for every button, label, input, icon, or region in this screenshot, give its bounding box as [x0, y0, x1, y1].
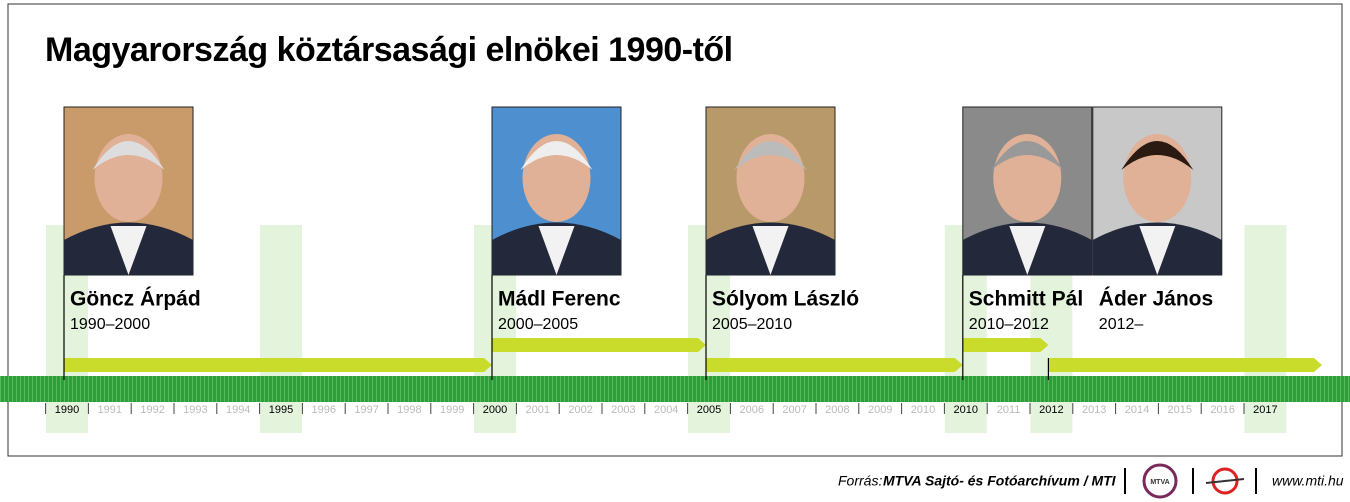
- year-label: 1993: [183, 404, 207, 416]
- president-name: Göncz Árpád: [70, 288, 201, 311]
- year-label: 2006: [740, 404, 764, 416]
- portrait-collar: [1139, 226, 1176, 275]
- president-name: Schmitt Pál: [969, 288, 1083, 311]
- timeline-band: [0, 376, 1350, 402]
- portrait: [491, 106, 622, 276]
- portrait-hair: [520, 141, 593, 170]
- portrait: [1092, 106, 1223, 276]
- president-term: 2012–: [1099, 316, 1144, 333]
- president-term: 2005–2010: [712, 316, 792, 333]
- year-label: 2003: [611, 404, 635, 416]
- portrait-collar: [538, 226, 575, 275]
- year-label: 1995: [269, 404, 293, 416]
- portrait-hair: [991, 141, 1064, 170]
- portrait-collar: [110, 226, 147, 275]
- year-label: 1997: [354, 404, 378, 416]
- portrait: [63, 106, 194, 276]
- portrait: [962, 106, 1093, 276]
- portrait-hair: [734, 141, 807, 170]
- year-label: 2001: [526, 404, 550, 416]
- year-label: 2002: [568, 404, 592, 416]
- year-label: 2007: [782, 404, 806, 416]
- portrait-hair: [92, 141, 165, 170]
- president-name: Sólyom László: [712, 288, 859, 311]
- year-label: 2016: [1210, 404, 1234, 416]
- title: Magyarország köztársasági elnökei 1990-t…: [45, 31, 733, 69]
- president-term: 1990–2000: [70, 316, 150, 333]
- mti-logo: [1211, 467, 1239, 495]
- term-bar: [706, 358, 963, 372]
- portrait-collar: [752, 226, 789, 275]
- year-label: 2010: [954, 404, 978, 416]
- term-bar: [492, 338, 706, 352]
- year-label: 2010: [911, 404, 935, 416]
- president-name: Mádl Ferenc: [498, 288, 621, 311]
- year-label: 1992: [140, 404, 164, 416]
- president-term: 2010–2012: [969, 316, 1049, 333]
- year-label: 2005: [697, 404, 721, 416]
- year-label: 1990: [55, 404, 79, 416]
- term-bar: [64, 358, 492, 372]
- url: www.mti.hu: [1272, 473, 1344, 489]
- year-label: 2004: [654, 404, 678, 416]
- source-label: Forrás:: [838, 473, 882, 489]
- year-label: 1996: [312, 404, 336, 416]
- year-label: 2017: [1253, 404, 1277, 416]
- portrait: [705, 106, 836, 276]
- year-label: 1991: [98, 404, 122, 416]
- year-label: 2000: [483, 404, 507, 416]
- year-label: 2008: [825, 404, 849, 416]
- portrait-collar: [1009, 226, 1046, 275]
- year-label: 2009: [868, 404, 892, 416]
- mtva-logo: [1142, 463, 1178, 499]
- mtva-logo-text: MTVA: [1150, 479, 1169, 486]
- year-label: 1998: [397, 404, 421, 416]
- term-bar: [962, 338, 1049, 352]
- president-name: Áder János: [1099, 288, 1213, 311]
- source: MTVA Sajtó- és Fotóarchívum / MTI: [883, 473, 1117, 489]
- year-label: 2011: [997, 404, 1021, 416]
- president-term: 2000–2005: [498, 316, 578, 333]
- year-label: 1999: [440, 404, 464, 416]
- year-label: 2014: [1125, 404, 1149, 416]
- mti-logo-line: [1205, 478, 1245, 484]
- term-bar: [1048, 358, 1322, 372]
- year-label: 2015: [1168, 404, 1192, 416]
- year-label: 2013: [1082, 404, 1106, 416]
- portrait-hair: [1121, 141, 1194, 170]
- year-label: 2012: [1039, 404, 1063, 416]
- year-label: 1994: [226, 404, 250, 416]
